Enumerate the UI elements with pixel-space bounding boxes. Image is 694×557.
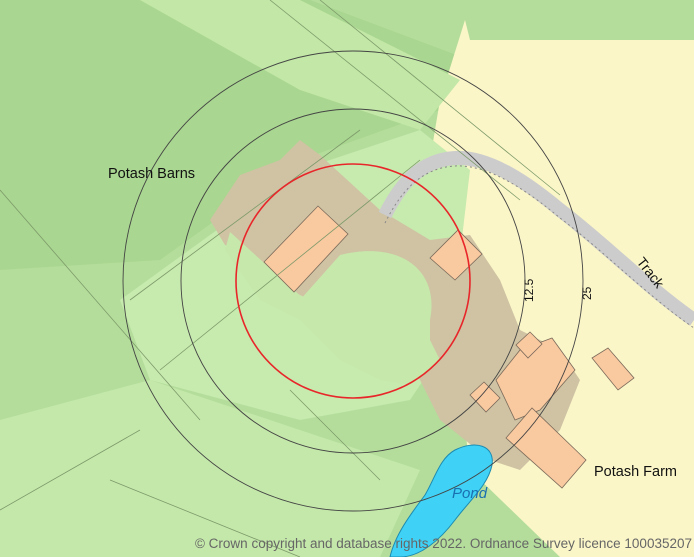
barn-building xyxy=(263,205,349,293)
copyright-notice: © Crown copyright and database rights 20… xyxy=(194,536,692,551)
field-area-south xyxy=(0,380,420,557)
label-pond: Pond xyxy=(452,485,488,502)
farm-building xyxy=(505,407,587,489)
barn-building-small xyxy=(429,229,483,281)
outbuilding xyxy=(591,347,635,391)
track xyxy=(378,150,694,326)
site-boundary-ring xyxy=(235,163,471,399)
label-potash-farm: Potash Farm xyxy=(594,464,677,480)
ring-label-12-5: 12.5 xyxy=(522,278,536,302)
label-potash-barns: Potash Barns xyxy=(108,166,195,182)
buffer-ring-12-5 xyxy=(180,108,526,454)
buffer-ring-25 xyxy=(122,50,584,512)
pond xyxy=(389,444,493,557)
ring-label-25: 25 xyxy=(580,286,594,300)
farmhouse xyxy=(495,337,576,421)
